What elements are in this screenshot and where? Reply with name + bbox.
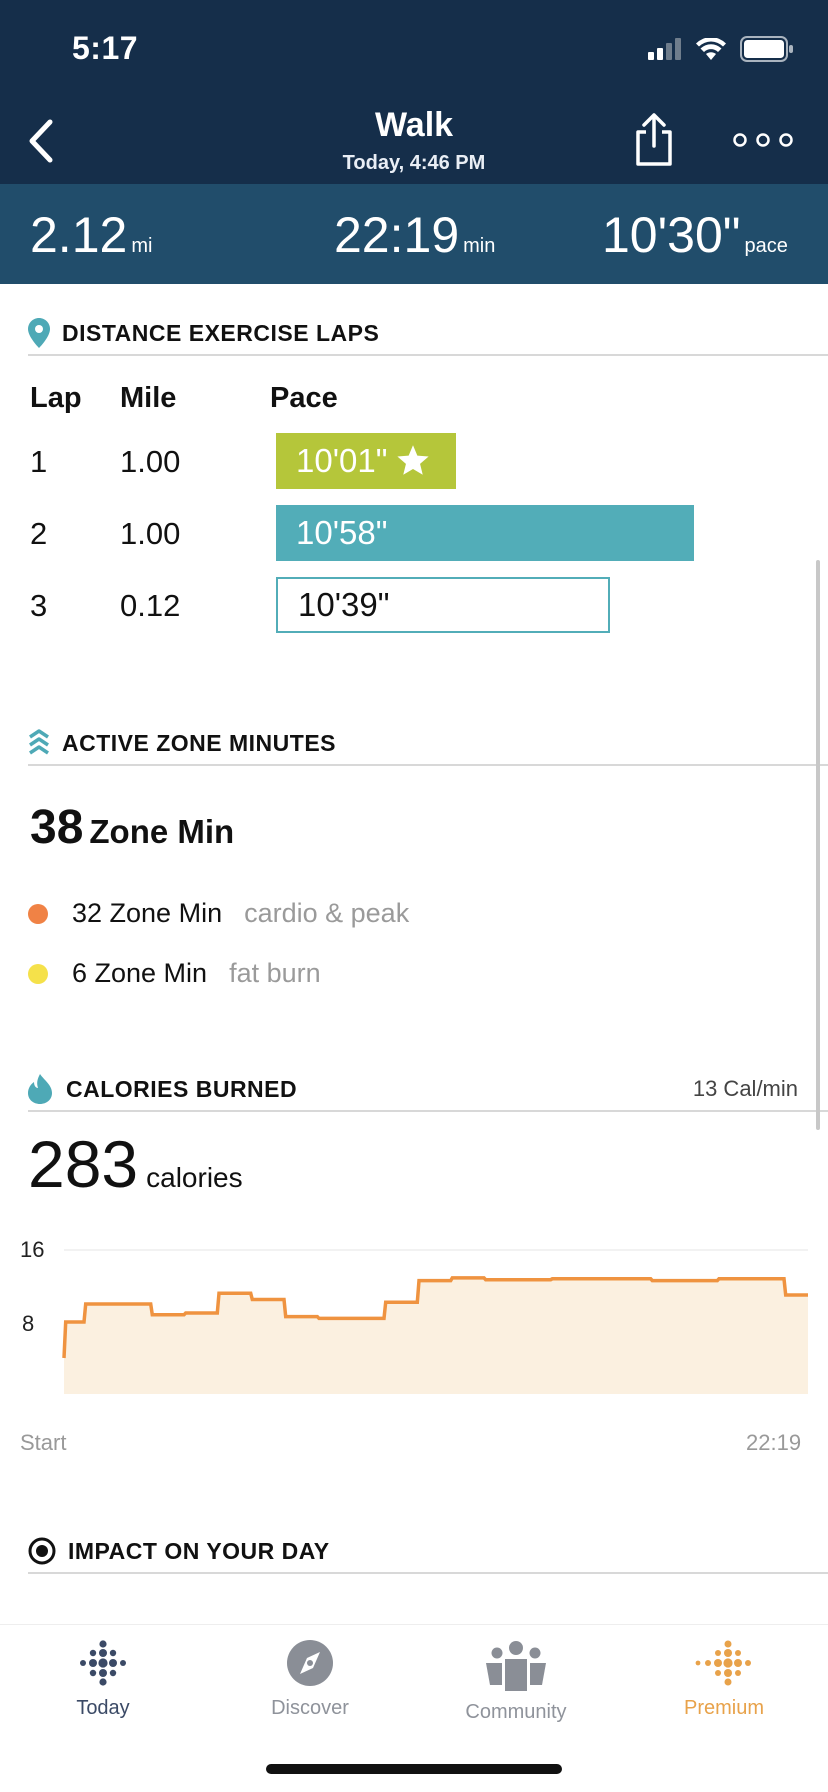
stat-duration: 22:19 min	[334, 206, 495, 264]
share-icon[interactable]	[632, 112, 676, 166]
distance-unit: mi	[131, 235, 153, 257]
lap-pace: 10'01"	[296, 442, 388, 479]
chart-start-label: Start	[20, 1430, 67, 1455]
distance-value: 2.12	[30, 207, 128, 263]
lap-mile: 1.00	[120, 516, 181, 551]
tab-today[interactable]: Today	[13, 1639, 193, 1720]
page-title: Walk	[374, 106, 454, 144]
lap-pace-bar: 10'58"	[276, 505, 694, 561]
status-time: 5:17	[72, 30, 139, 66]
lap-mile: 1.00	[120, 444, 181, 479]
duration-value: 22:19	[334, 207, 460, 263]
zone-value: 6 Zone Min	[72, 958, 208, 988]
tab-discover[interactable]: Discover	[220, 1639, 400, 1720]
lap-pace-bar: 10'01"	[276, 433, 456, 489]
col-header-pace: Pace	[270, 382, 338, 414]
location-pin-icon	[28, 318, 50, 348]
zone-value: 32 Zone Min	[72, 898, 223, 928]
chart-end-label: 22:19	[746, 1430, 802, 1455]
more-options-icon[interactable]	[732, 132, 794, 148]
app-header: 5:17 Walk Today, 4:46 PM	[0, 0, 828, 184]
pace-unit: pace	[744, 235, 788, 257]
tab-label: Community	[465, 1701, 567, 1723]
lap-pace: 10'58"	[296, 514, 388, 551]
target-icon	[28, 1537, 56, 1565]
status-icons	[648, 36, 794, 62]
wifi-icon	[696, 38, 726, 60]
y-tick-label: 16	[20, 1237, 45, 1262]
battery-icon	[740, 36, 793, 62]
page-subtitle: Today, 4:46 PM	[342, 152, 486, 174]
calories-unit: calories	[146, 1162, 243, 1193]
lap-number: 1	[30, 444, 48, 479]
impact-section-header: IMPACT ON YOUR DAY	[28, 1530, 828, 1574]
tab-label: Today	[76, 1697, 130, 1719]
calories-area	[64, 1277, 808, 1394]
premium-dots-icon	[695, 1640, 751, 1686]
y-tick-label: 8	[22, 1311, 35, 1336]
lap-mile: 0.12	[120, 588, 181, 623]
summary-stats-bar: 2.12 mi 22:19 min 10'30" pace	[0, 184, 828, 284]
tab-label: Discover	[271, 1697, 349, 1719]
compass-icon	[287, 1640, 333, 1686]
flame-icon	[28, 1074, 52, 1104]
zone-chevrons-icon	[29, 729, 49, 755]
calories-line	[62, 1276, 808, 1359]
tab-community[interactable]: Community	[426, 1639, 606, 1724]
community-icon	[486, 1641, 546, 1691]
col-header-mile: Mile	[120, 382, 177, 414]
lap-pace-bar: 10'39"	[276, 577, 610, 633]
star-icon	[397, 445, 430, 475]
zone-desc: cardio & peak	[244, 898, 410, 928]
zone-total-value: 38	[30, 801, 84, 854]
zone-minutes-total: 38 Zone Min	[30, 800, 234, 855]
zone-total-unit: Zone Min	[89, 813, 235, 850]
cardio-dot	[28, 903, 48, 924]
stat-pace: 10'30" pace	[602, 206, 788, 264]
tab-label: Premium	[683, 1697, 764, 1719]
pace-value: 10'30"	[602, 207, 741, 263]
calories-total: 283 calories	[28, 1126, 243, 1202]
zone-desc: fat burn	[229, 958, 321, 988]
calories-section-header: CALORIES BURNED 13 Cal/min	[28, 1068, 828, 1112]
duration-unit: min	[463, 235, 496, 257]
lap-number: 3	[30, 588, 48, 623]
stat-distance: 2.12 mi	[30, 206, 152, 264]
lap-number: 2	[30, 516, 48, 551]
lap-pace: 10'39"	[298, 586, 390, 623]
laps-section-header: DISTANCE EXERCISE LAPS	[28, 312, 828, 356]
scroll-indicator[interactable]	[816, 560, 820, 1130]
fitbit-dots-icon	[80, 1640, 126, 1686]
tab-premium[interactable]: Premium	[634, 1639, 814, 1720]
zone-row-fatburn: 6 Zone Min fat burn	[28, 958, 321, 989]
calories-section-title: CALORIES BURNED	[66, 1075, 298, 1102]
back-chevron-icon[interactable]	[22, 116, 62, 166]
calories-chart	[62, 1249, 808, 1394]
fat-burn-dot	[28, 963, 48, 984]
zones-section-title: ACTIVE ZONE MINUTES	[62, 729, 337, 756]
signal-icon	[648, 38, 681, 60]
zones-section-header: ACTIVE ZONE MINUTES	[28, 722, 828, 766]
laps-section-title: DISTANCE EXERCISE LAPS	[62, 319, 380, 346]
home-indicator	[266, 1764, 562, 1774]
col-header-lap: Lap	[30, 382, 82, 414]
zone-row-cardio: 32 Zone Min cardio & peak	[28, 898, 409, 929]
calories-value: 283	[28, 1127, 139, 1201]
calories-rate: 13 Cal/min	[692, 1076, 798, 1101]
impact-section-title: IMPACT ON YOUR DAY	[68, 1537, 330, 1564]
